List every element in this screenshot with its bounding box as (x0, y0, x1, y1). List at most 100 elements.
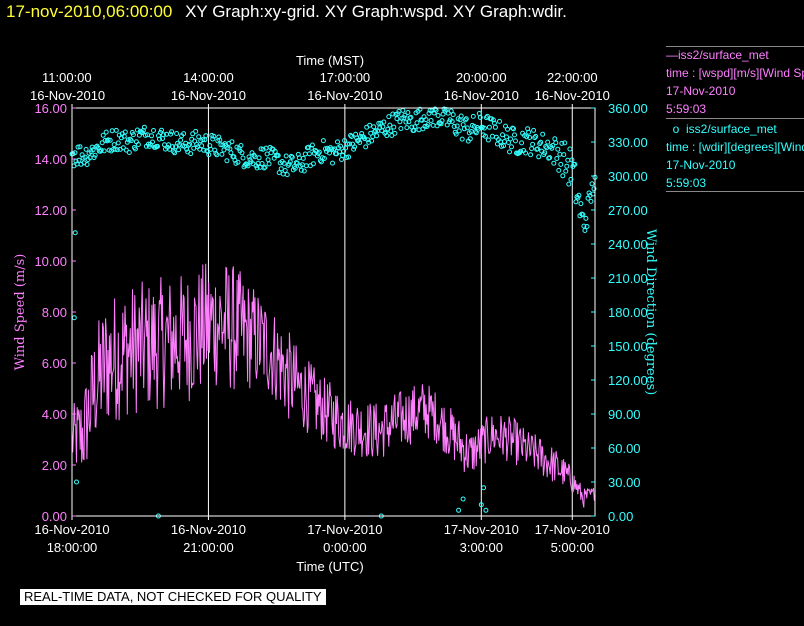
wdir-point (337, 149, 342, 155)
wdir-point (145, 141, 151, 147)
wdir-point (206, 152, 212, 158)
legend-wdir: o iss2/surface_met time : [wdir][degrees… (666, 120, 804, 192)
wdir-point (300, 155, 306, 161)
top-tick-date: 16-Nov-2010 (307, 88, 382, 103)
wdir-point (562, 140, 568, 146)
top-tick-time: 22:00:00 (547, 70, 598, 85)
wdir-point (481, 485, 487, 491)
right-tick-label: 300.00 (608, 169, 648, 184)
wdir-point (586, 190, 592, 196)
wdir-point (359, 131, 365, 136)
wdir-point (456, 128, 462, 134)
wdir-point (370, 134, 376, 140)
wdir-point (166, 142, 172, 148)
legend-wspd-desc: time : [wspd][m/s][Wind Speed] (666, 66, 804, 80)
wdir-point (401, 115, 407, 121)
legend-wdir-time: 5:59:03 (666, 176, 707, 190)
wdir-point (339, 157, 344, 162)
wdir-point (456, 507, 462, 513)
wdir-point (549, 145, 555, 151)
legend-wspd-name: iss2/surface_met (678, 48, 769, 62)
top-tick-date: 16-Nov-2010 (30, 88, 105, 103)
wdir-point (174, 131, 180, 136)
wdir-point (278, 166, 284, 172)
wdir-point (473, 130, 479, 136)
wdir-point (369, 138, 375, 144)
wdir-point (351, 146, 357, 152)
wdir-point (211, 133, 217, 139)
wdir-point (529, 146, 535, 152)
wdir-point (187, 141, 193, 147)
right-tick-label: 270.00 (608, 203, 648, 218)
left-tick-label: 2.00 (42, 458, 67, 473)
wdir-point (98, 147, 104, 153)
left-axis-label: Wind Speed (m/s) (13, 254, 28, 371)
legend-wdir-name: iss2/surface_met (686, 122, 777, 136)
wdir-point (345, 141, 351, 147)
wdir-point (490, 117, 496, 123)
top-tick-time: 11:00:00 (42, 70, 92, 85)
legend-rule-bottom (666, 191, 804, 192)
wdir-point (492, 124, 498, 130)
wdir-point (305, 144, 311, 150)
left-tick-label: 12.00 (34, 203, 67, 218)
wdir-point (310, 161, 316, 167)
wdir-point (423, 117, 429, 123)
wdir-point (565, 157, 571, 163)
wdir-point (381, 119, 387, 125)
wdir-point (483, 507, 489, 513)
wdir-point (578, 201, 584, 207)
wdir-point (170, 144, 176, 150)
wdir-point (402, 112, 408, 118)
wdir-point (199, 143, 205, 149)
wdir-point (576, 192, 582, 198)
wdir-point (320, 138, 326, 144)
wdir-point (104, 138, 110, 144)
wdir-point (99, 140, 105, 146)
wdir-point (217, 137, 223, 143)
wdir-point (126, 150, 132, 155)
wdir-point (553, 140, 559, 146)
bottom-tick-date: 16-Nov-2010 (171, 522, 246, 537)
wdir-point (575, 195, 581, 201)
wdir-point (497, 118, 502, 124)
wdir-point (557, 151, 563, 157)
wdir-point (572, 161, 578, 167)
wdir-point (505, 126, 510, 132)
bottom-tick-time: 5:00:00 (551, 540, 594, 555)
wdir-point (228, 150, 234, 156)
wdir-point (372, 129, 378, 134)
top-tick-date: 16-Nov-2010 (171, 88, 246, 103)
right-tick-label: 30.00 (608, 475, 641, 490)
bottom-tick-date: 16-Nov-2010 (34, 522, 109, 537)
wdir-point (450, 112, 456, 118)
right-tick-label: 150.00 (608, 339, 648, 354)
legend-wspd-name-row: —iss2/surface_met (666, 48, 769, 62)
wdir-point (417, 106, 423, 112)
wdir-point (506, 140, 511, 145)
wdir-point (563, 168, 569, 174)
right-tick-label: 210.00 (608, 271, 648, 286)
left-tick-label: 16.00 (34, 101, 67, 116)
wdir-point (327, 150, 332, 156)
wdir-point (92, 152, 98, 158)
wdir-point (395, 111, 401, 117)
bottom-tick-time: 18:00:00 (47, 540, 98, 555)
wdir-point (536, 154, 542, 160)
wdir-point (467, 136, 473, 142)
left-tick-label: 10.00 (34, 254, 67, 269)
wdir-point (363, 144, 369, 150)
wdir-point (373, 128, 379, 134)
wdir-point (292, 165, 298, 171)
bottom-tick-date: 17-Nov-2010 (307, 522, 382, 537)
wdir-point (531, 127, 537, 133)
wdir-point (186, 142, 192, 148)
wdir-point (294, 160, 300, 166)
wdir-point (380, 124, 386, 130)
right-axis-label: Wind Direction (degrees) (643, 229, 658, 395)
wdir-point (122, 129, 128, 135)
wdir-point (214, 152, 220, 158)
wdir-point (454, 123, 460, 129)
wdir-point (71, 315, 77, 321)
wdir-point (210, 136, 216, 142)
